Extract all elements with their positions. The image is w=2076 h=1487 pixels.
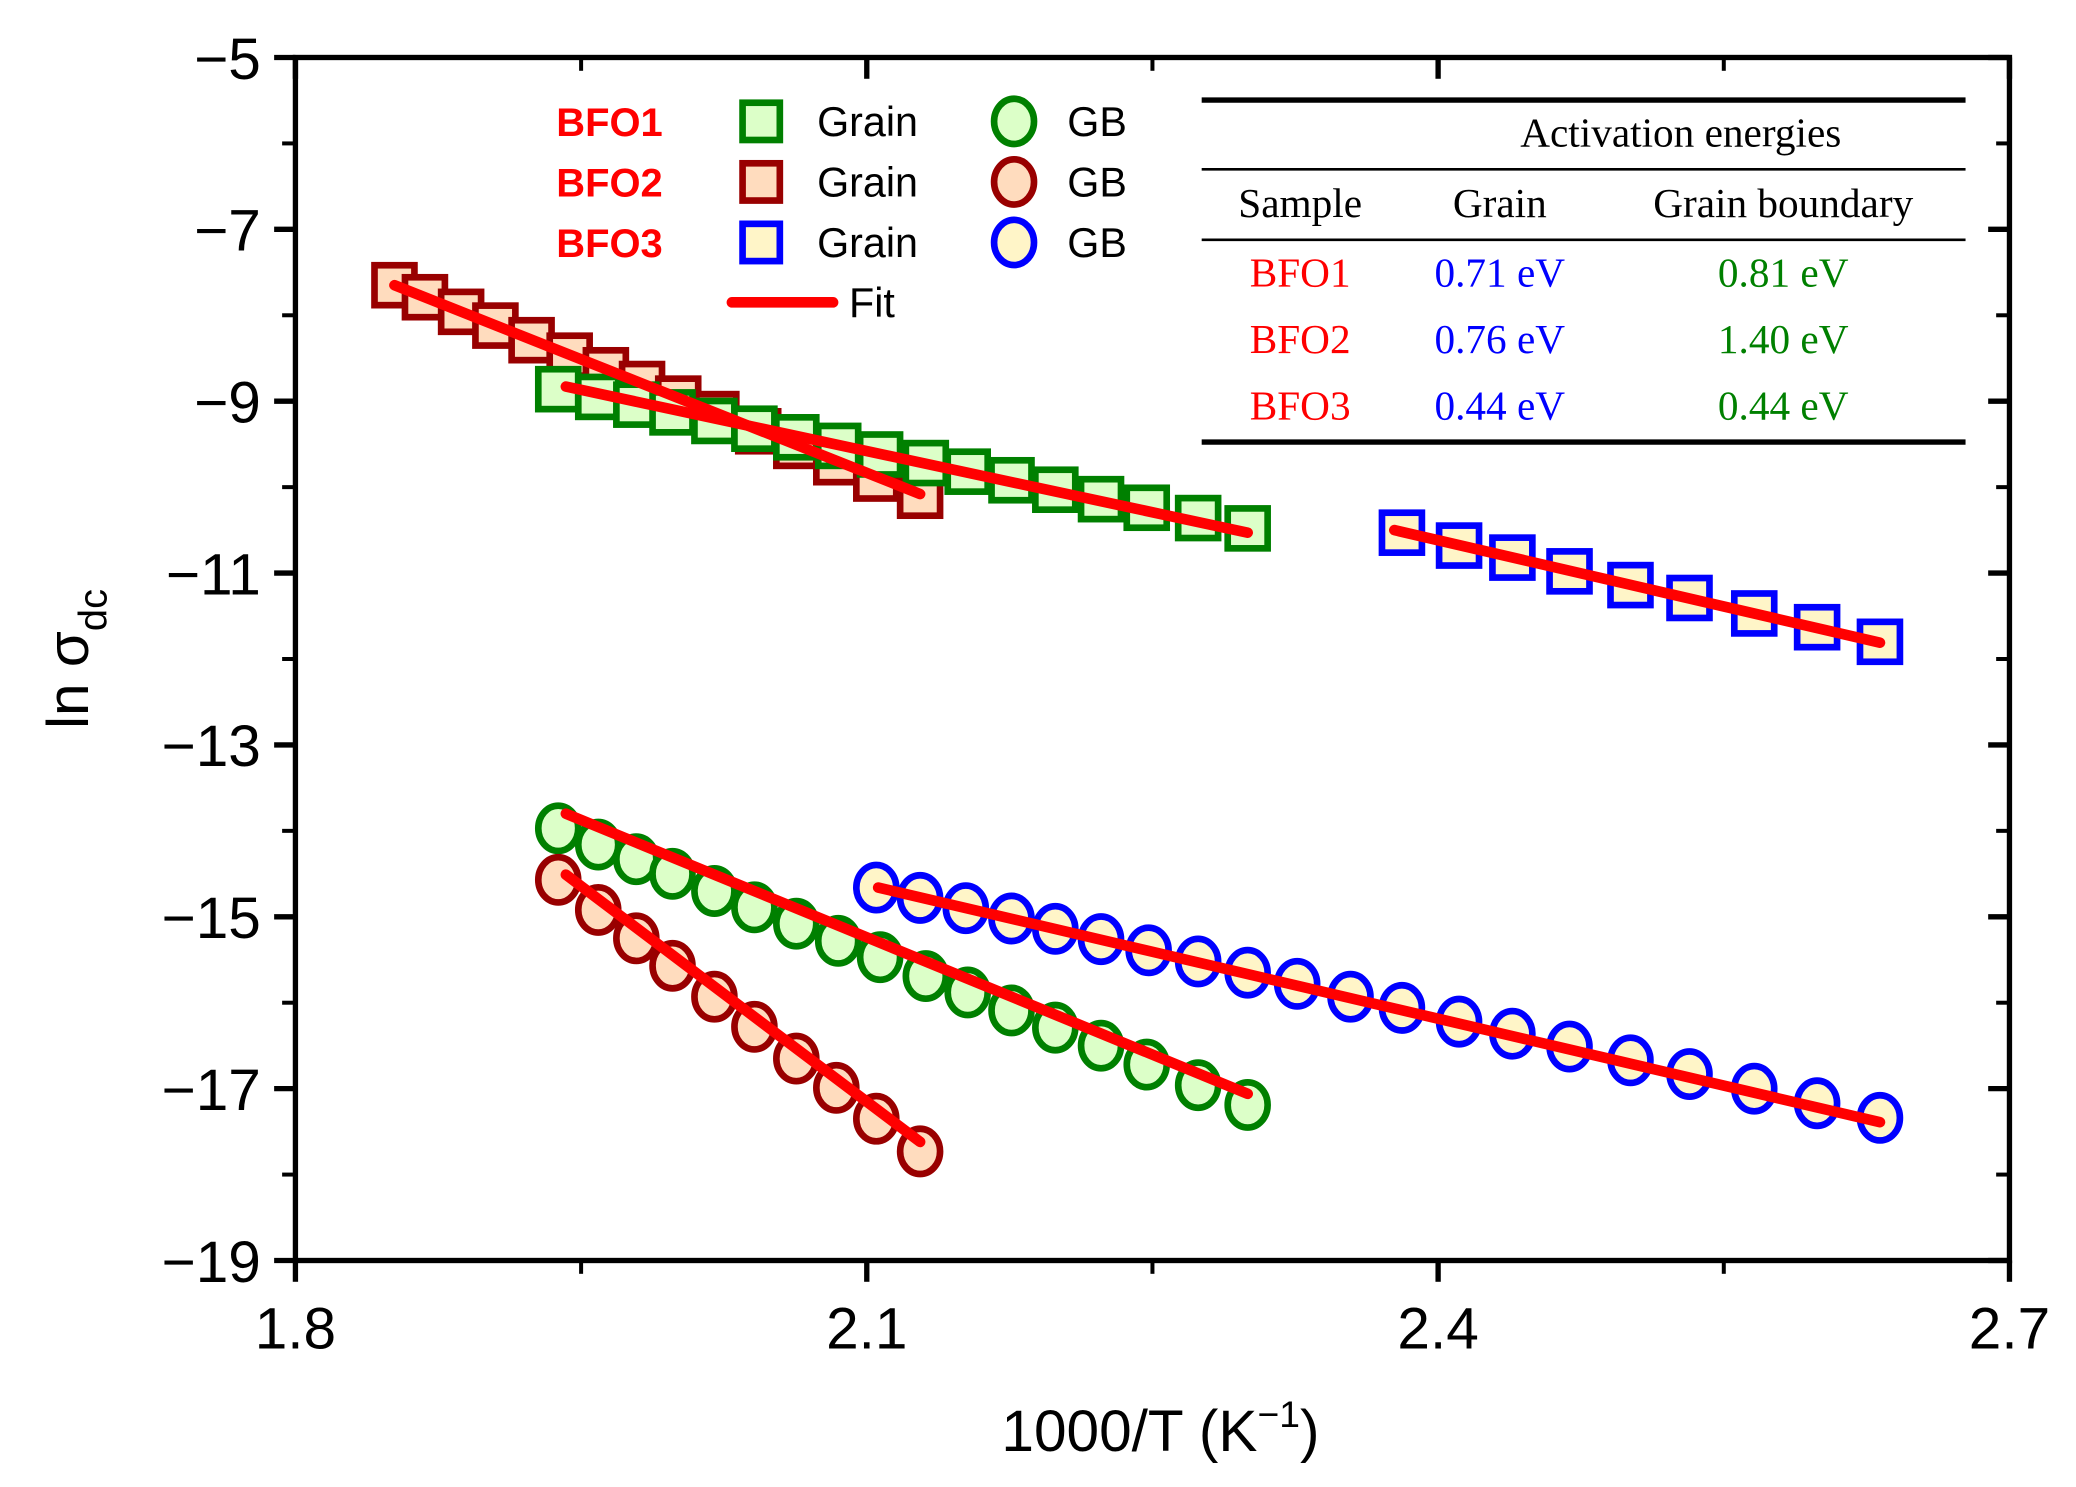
- table-header: Grain boundary: [1653, 180, 1913, 226]
- table-row: BFO3 0.44 eV 0.44 eV: [1250, 382, 1849, 428]
- y-tick-label: −7: [194, 199, 261, 264]
- y-tick-label: −17: [162, 1058, 261, 1123]
- y-axis-label: ln σdc: [36, 589, 116, 729]
- table-header: Sample: [1238, 180, 1362, 226]
- axes: 1.8 2.1 2.4 2.7 −5 −7 −9 −11 −13 −15 −17 −19: [162, 27, 2051, 1362]
- legend-gb-label: GB: [1067, 160, 1127, 206]
- legend-grain-label: Grain: [817, 160, 918, 206]
- y-tick-label: −15: [162, 886, 261, 951]
- legend-sample-label: BFO1: [556, 101, 662, 145]
- legend-sample-label: BFO2: [556, 162, 662, 206]
- table-row: BFO1 0.71 eV 0.81 eV: [1250, 249, 1849, 295]
- legend-circle-marker: [990, 216, 1038, 269]
- x-tick-label: 2.4: [1397, 1296, 1478, 1361]
- y-tick-label: −13: [162, 714, 261, 779]
- y-tick-label: −19: [162, 1230, 261, 1295]
- table-row: BFO2 0.76 eV 1.40 eV: [1250, 316, 1849, 362]
- table-title: Activation energies: [1520, 110, 1841, 156]
- fit-lines: [389, 279, 1886, 1148]
- fit-line: [389, 279, 926, 500]
- x-tick-label: 2.1: [826, 1296, 907, 1361]
- table-cell: 0.44 eV: [1434, 382, 1565, 428]
- fit-line: [560, 381, 1253, 539]
- y-tick-label: −11: [166, 542, 261, 607]
- legend-grain-label: Grain: [817, 220, 918, 266]
- table-cell: 0.44 eV: [1718, 382, 1849, 428]
- table-cell: BFO1: [1250, 249, 1351, 295]
- x-tick-label: 1.8: [255, 1296, 336, 1361]
- legend-sample-label: BFO3: [556, 222, 662, 266]
- table-cell: 0.71 eV: [1434, 249, 1565, 295]
- data-marks: [371, 261, 1904, 1178]
- legend-square-marker: [739, 220, 784, 265]
- table-header: Grain: [1453, 180, 1547, 226]
- legend-gb-label: GB: [1067, 99, 1127, 145]
- x-axis-label: 1000/T (K−1): [1001, 1393, 1319, 1464]
- legend-grain-label: Grain: [817, 99, 918, 145]
- table-cell: BFO2: [1250, 316, 1351, 362]
- legend-circle-marker: [990, 95, 1038, 148]
- legend: BFO1 Grain GB BFO2 Grain GB BFO3 Grain GB Fit: [556, 95, 1127, 326]
- legend-gb-label: GB: [1067, 220, 1127, 266]
- y-tick-label: −5: [194, 27, 261, 92]
- fit-line: [1388, 524, 1886, 648]
- legend-circle-marker: [990, 155, 1038, 208]
- y-tick-label: −9: [194, 370, 261, 435]
- table-cell: 0.76 eV: [1434, 316, 1565, 362]
- x-tick-label: 2.7: [1969, 1296, 2050, 1361]
- fit-line: [872, 882, 1886, 1128]
- fit-line: [560, 808, 1253, 1100]
- table-cell: BFO3: [1250, 382, 1351, 428]
- legend-square-marker: [739, 99, 784, 144]
- legend-square-marker: [739, 159, 784, 204]
- table-cell: 0.81 eV: [1718, 249, 1849, 295]
- table-cell: 1.40 eV: [1718, 316, 1849, 362]
- legend-fit-label: Fit: [849, 280, 895, 326]
- fit-line: [560, 869, 926, 1148]
- activation-energy-table: Activation energies Sample Grain Grain boun…: [1201, 97, 1966, 445]
